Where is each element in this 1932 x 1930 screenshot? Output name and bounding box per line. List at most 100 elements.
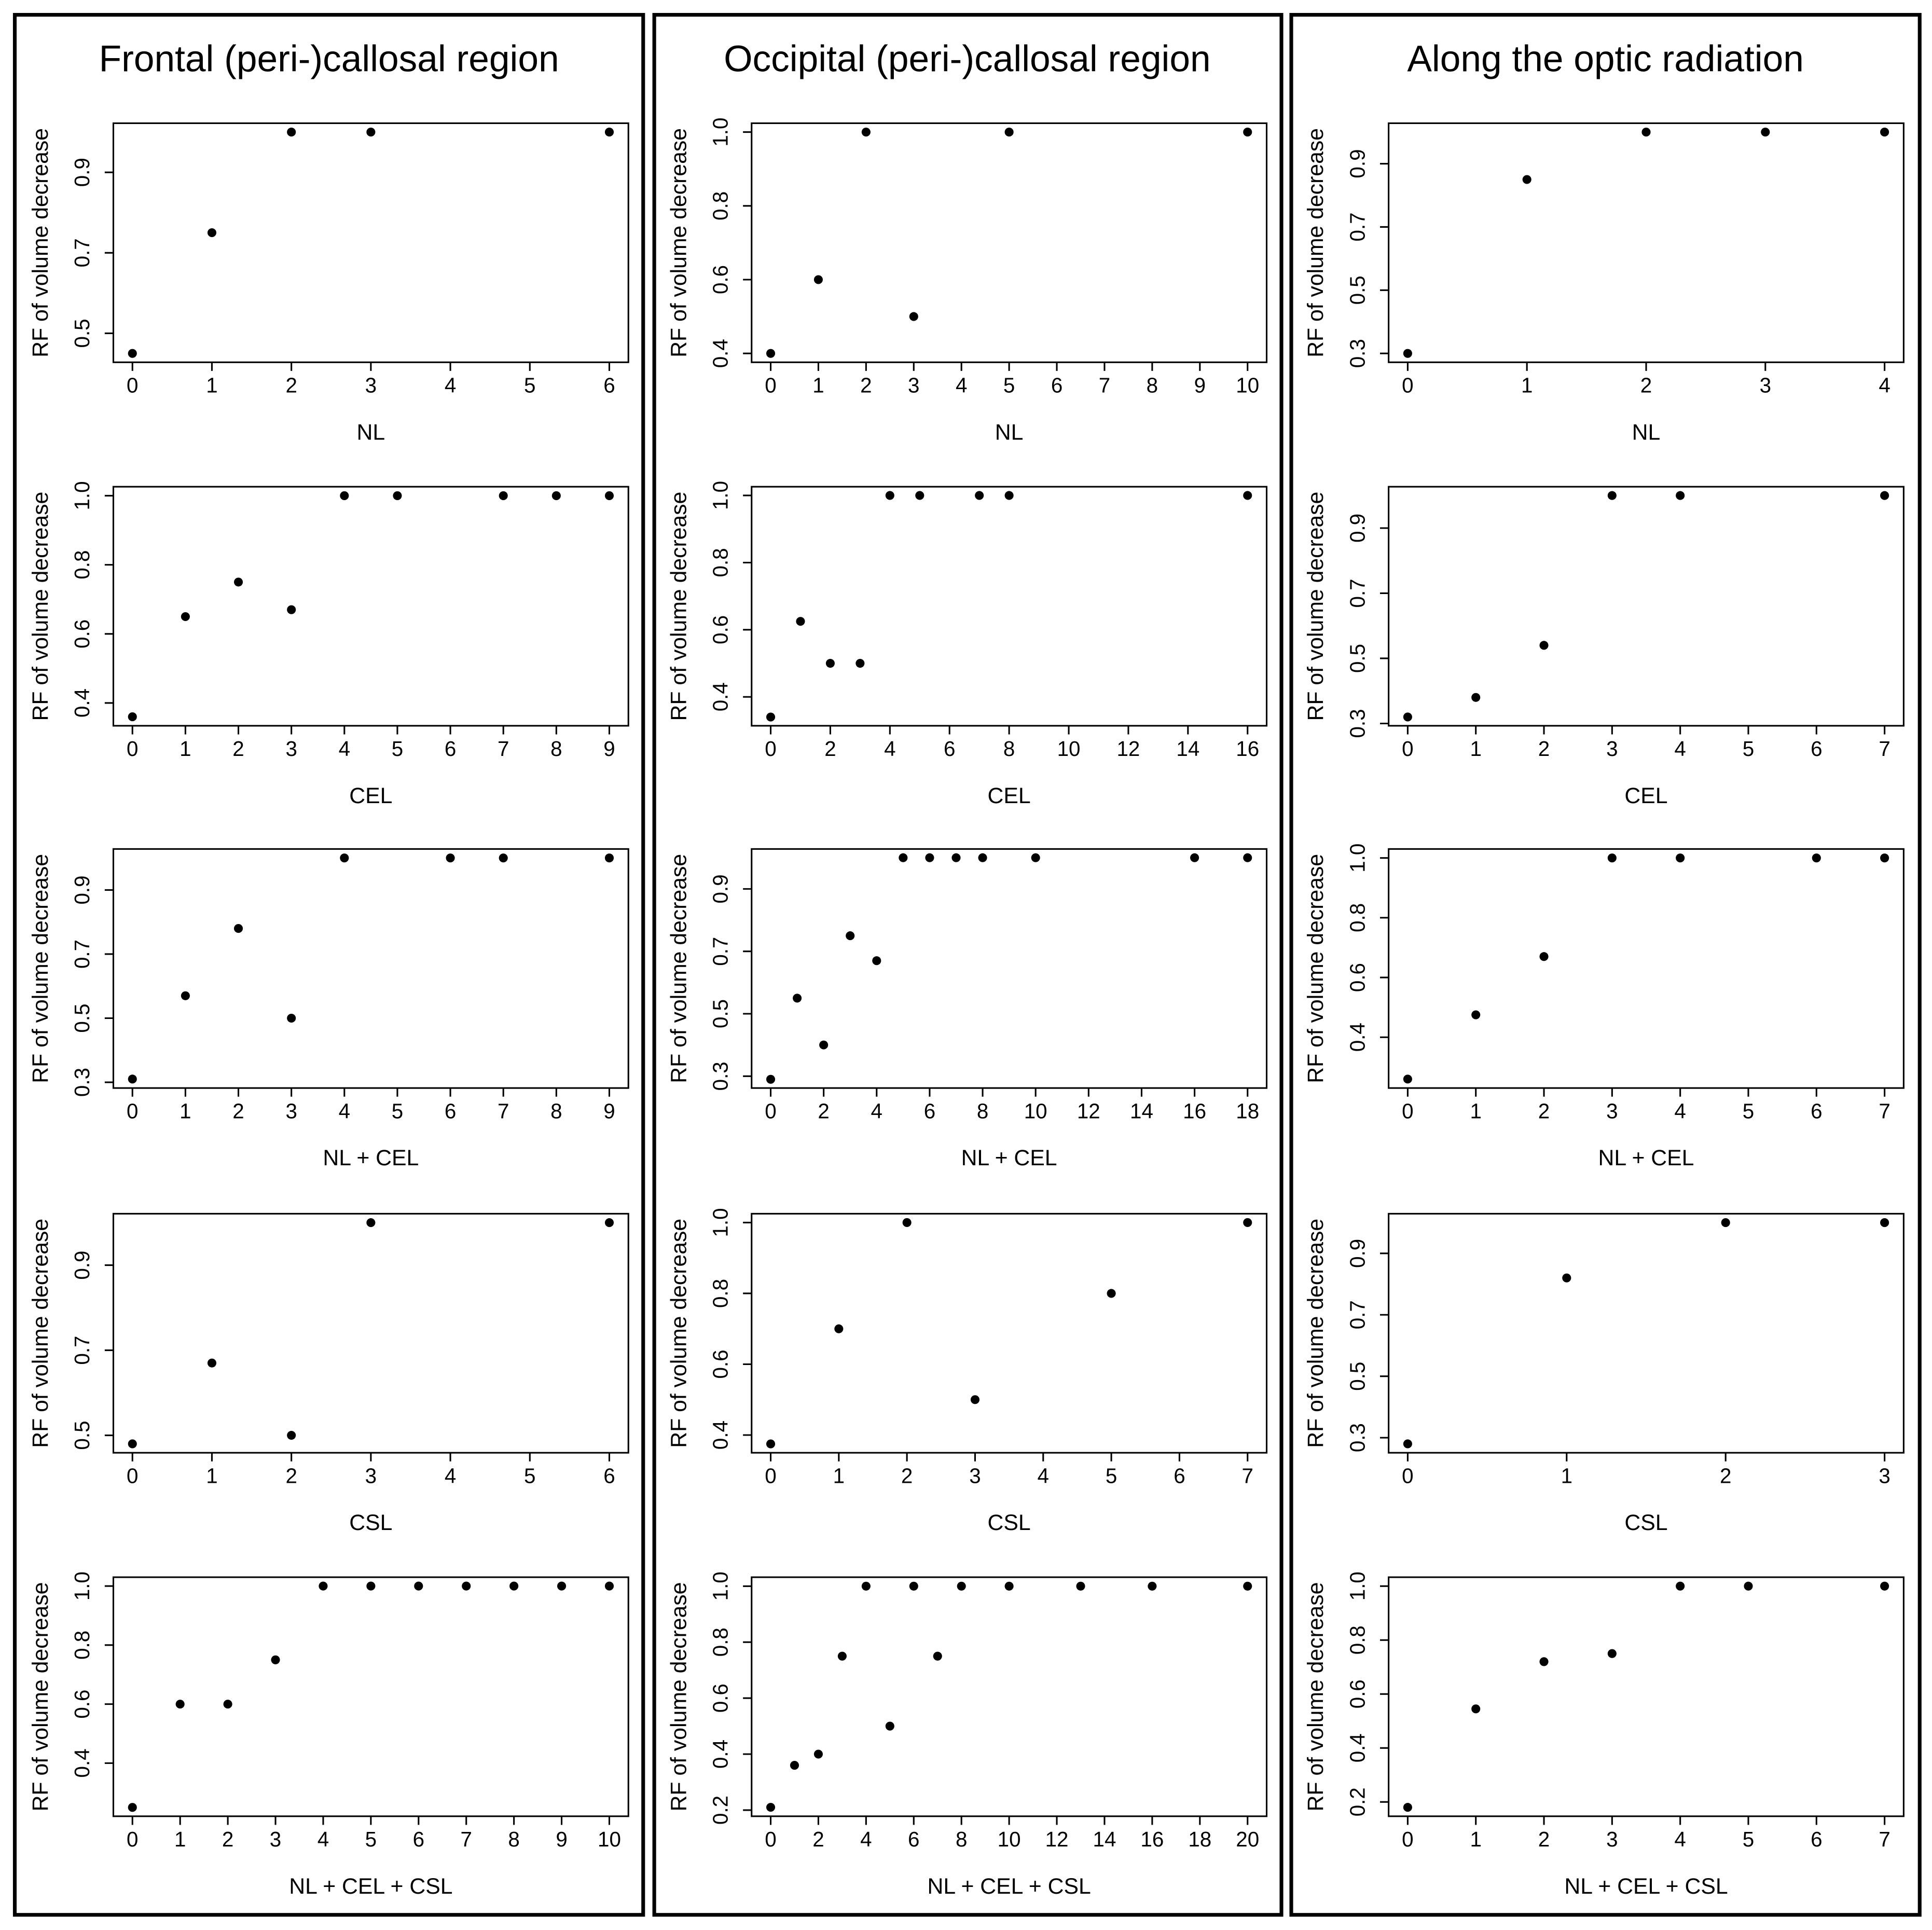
point [1744,1581,1753,1591]
y-axis-label: RF of volume decrease [666,1582,691,1811]
y-tick-label: 0.8 [708,1279,732,1308]
x-tick-label: 8 [508,1827,519,1851]
x-tick-label: 3 [365,1464,377,1487]
point [604,491,614,501]
x-tick-label: 2 [901,1464,913,1487]
x-tick-label: 7 [1879,1099,1890,1123]
y-tick-label: 0.8 [708,191,732,220]
x-tick-label: 4 [871,1099,882,1123]
x-tick-label: 14 [1093,1827,1116,1851]
x-tick-label: 14 [1130,1099,1153,1123]
y-tick-label: 0.7 [1345,212,1369,241]
point [899,853,908,862]
x-tick-label: 3 [270,1827,281,1851]
y-tick-label: 0.5 [1345,644,1369,673]
y-tick-label: 1.0 [708,1571,732,1601]
x-tick-label: 3 [1879,1464,1890,1487]
x-tick-label: 3 [908,373,919,397]
x-tick-label: 4 [1674,1827,1686,1851]
x-tick-label: 10 [998,1827,1021,1851]
x-tick-label: 4 [339,737,350,761]
x-tick-label: 3 [1760,373,1771,397]
point [604,853,614,863]
x-tick-label: 9 [1194,373,1206,397]
y-tick-label: 0.6 [708,615,732,644]
x-tick-label: 8 [1003,737,1015,761]
x-axis-label: NL [1632,420,1661,445]
x-tick-label: 0 [127,737,138,761]
y-tick-label: 0.5 [70,319,94,348]
x-axis-label: NL + CEL [323,1146,419,1170]
x-tick-label: 2 [818,1099,829,1123]
point [902,1218,912,1228]
x-tick-label: 6 [924,1099,935,1123]
y-tick-label: 0.9 [1345,1239,1369,1268]
point [181,991,190,1000]
point [766,1439,776,1449]
point [970,1395,980,1404]
y-tick-label: 0.6 [1345,1679,1369,1708]
plot-frame [751,848,1268,1089]
point [1243,491,1252,500]
point [1107,1289,1116,1298]
point [340,853,349,863]
y-tick-label: 1.0 [708,118,732,147]
x-tick-label: 18 [1188,1827,1211,1851]
x-tick-label: 4 [445,373,456,397]
x-tick-label: 3 [365,373,377,397]
x-tick-label: 4 [318,1827,329,1851]
point [957,1581,966,1591]
x-axis-label: NL + CEL [961,1146,1057,1170]
x-tick-label: 2 [285,373,297,397]
column-frame [1289,12,1922,1917]
y-tick-label: 0.8 [70,1631,94,1660]
point [1880,1581,1889,1591]
x-tick-label: 1 [206,373,217,397]
x-axis-label: NL + CEL + CSL [928,1874,1091,1899]
point [1076,1581,1085,1591]
x-tick-label: 4 [884,737,895,761]
x-tick-label: 0 [1402,737,1413,761]
point [287,1430,296,1440]
x-tick-label: 0 [127,1099,138,1123]
x-tick-label: 4 [956,373,967,397]
x-tick-label: 8 [550,737,562,761]
x-tick-label: 10 [1236,373,1259,397]
x-tick-label: 8 [1147,373,1158,397]
x-tick-label: 6 [603,1464,615,1487]
point [1607,1649,1617,1658]
point [813,1749,823,1759]
point [1031,853,1040,862]
point [925,853,934,862]
x-tick-label: 8 [550,1099,562,1123]
point [604,128,614,137]
plot-frame [1388,1576,1905,1817]
point [1004,491,1014,500]
y-tick-label: 0.4 [1345,1733,1369,1762]
point [1641,128,1651,137]
point [1880,491,1889,500]
y-axis-label: RF of volume decrease [28,854,53,1083]
x-tick-label: 12 [1045,1827,1069,1851]
point [978,853,987,862]
point [499,491,508,501]
y-tick-label: 0.9 [708,874,732,903]
y-tick-label: 0.8 [70,550,94,580]
point [1471,693,1481,702]
y-tick-label: 0.6 [708,265,732,294]
point [1676,1581,1685,1591]
y-tick-label: 0.7 [1345,1300,1369,1329]
x-axis-label: CEL [988,783,1031,808]
y-tick-label: 0.9 [70,158,94,187]
column-title: Along the optic radiation [1407,38,1803,80]
x-tick-label: 9 [556,1827,567,1851]
x-tick-label: 5 [1743,737,1754,761]
x-tick-label: 7 [460,1827,472,1851]
x-tick-label: 4 [1674,1099,1686,1123]
y-tick-label: 0.2 [1345,1787,1369,1816]
point [207,1358,217,1368]
x-tick-label: 7 [498,1099,509,1123]
y-tick-label: 0.4 [1345,1023,1369,1052]
x-tick-label: 2 [222,1827,233,1851]
x-tick-label: 5 [1743,1099,1754,1123]
